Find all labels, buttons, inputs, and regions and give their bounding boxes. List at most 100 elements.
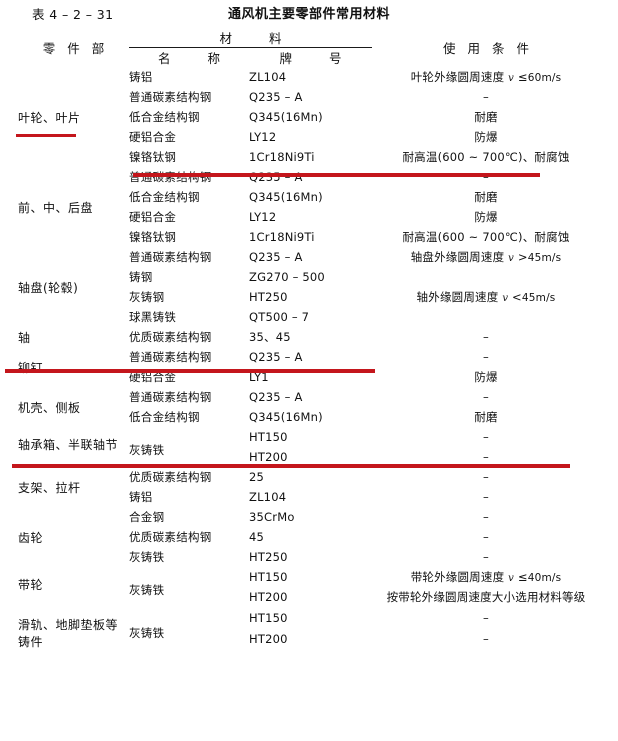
cell-material-name: 球黑铸铁 bbox=[129, 310, 177, 324]
cell-brand: 35、45 bbox=[249, 330, 291, 344]
table-row: 叶轮、叶片 铸铝 ZL104 叶轮外缘圆周速度 v ≤60m/s bbox=[18, 67, 600, 125]
header-row-1: 零 件 部 材 料 使 用 条 件 bbox=[18, 28, 600, 56]
cell-brand: QT500 – 7 bbox=[249, 310, 310, 324]
cell-brand: HT200 bbox=[249, 450, 288, 464]
cell-material-name: 镍铬钛钢 bbox=[129, 150, 177, 164]
table-body: 叶轮、叶片 铸铝 ZL104 叶轮外缘圆周速度 v ≤60m/s 普通碳素结构钢 Q235… bbox=[18, 67, 600, 650]
cell-condition: – bbox=[483, 350, 489, 364]
cell-material-name: 镍铬钛钢 bbox=[129, 230, 177, 244]
cell-brand: Q235 – A bbox=[249, 250, 303, 264]
cell-material-name: 铸铝 bbox=[129, 490, 153, 504]
table-header: 零 件 部 材 料 使 用 条 件 名 称 牌 号 bbox=[18, 28, 600, 67]
cell-material-name: 硬铝合金 bbox=[129, 130, 177, 144]
cell-material-name: 普通碳素结构钢 bbox=[129, 250, 212, 264]
table-row: 普通碳素结构钢 Q235 – A – bbox=[18, 87, 600, 107]
cell-condition: – bbox=[483, 510, 489, 524]
table-row: 前、中、后盘 普通碳素结构钢 Q235 – A – bbox=[18, 167, 600, 215]
cell-brand: Q345(16Mn) bbox=[249, 110, 323, 124]
table-row: 低合金结构钢 Q345(16Mn) 耐磨 bbox=[18, 187, 600, 207]
cell-condition: – bbox=[483, 170, 489, 184]
cell-material-name: 灰铸铁 bbox=[129, 626, 165, 640]
materials-table-wrapper: 零 件 部 材 料 使 用 条 件 名 称 牌 号 叶轮、叶片 铸铝 ZL104 叶轮… bbox=[18, 28, 600, 650]
cell-brand: Q345(16Mn) bbox=[249, 410, 323, 424]
cell-brand: Q235 – A bbox=[249, 350, 303, 364]
cell-condition: 耐磨 bbox=[474, 110, 498, 124]
header-row-2: 名 称 牌 号 bbox=[18, 48, 600, 68]
cell-material-name: 低合金结构钢 bbox=[129, 410, 200, 424]
cell-condition: – bbox=[483, 390, 489, 404]
table-row: HT200 按带轮外缘圆周速度大小选用材料等级 bbox=[18, 587, 600, 607]
cell-brand: Q345(16Mn) bbox=[249, 190, 323, 204]
cell-brand: ZL104 bbox=[249, 490, 287, 504]
cell-material-name: 铸铝 bbox=[129, 70, 153, 84]
cell-brand: HT250 bbox=[249, 290, 288, 304]
cell-material-name: 优质碳素结构钢 bbox=[129, 330, 212, 344]
cell-condition: 轴外缘圆周速度 v <45m/s bbox=[416, 290, 556, 304]
table-row: 支架、拉杆 优质碳素结构钢 25 – bbox=[18, 467, 600, 495]
table-row: 球黑铸铁 QT500 – 7 bbox=[18, 307, 600, 327]
cell-condition: 轴盘外缘圆周速度 v >45m/s bbox=[410, 250, 562, 264]
cell-condition: – bbox=[483, 490, 489, 504]
cell-material-name: 灰铸铁 bbox=[129, 550, 165, 564]
cell-condition: – bbox=[483, 530, 489, 544]
table-row: 轴盘(轮毂) 普通碳素结构钢 Q235 – A 轴盘外缘圆周速度 v >45m/s bbox=[18, 247, 600, 295]
cell-material-name: 普通碳素结构钢 bbox=[129, 350, 212, 364]
cell-condition: 耐高温(600 ~ 700℃)、耐腐蚀 bbox=[402, 230, 570, 244]
cell-part: 轴盘(轮毂) bbox=[18, 280, 79, 295]
cell-part: 滑轨、地脚垫板等铸件 bbox=[18, 618, 119, 649]
cell-material-name: 灰铸钢 bbox=[129, 290, 165, 304]
cell-material-name: 铸钢 bbox=[129, 270, 153, 284]
cell-condition: – bbox=[483, 330, 489, 344]
cell-part: 铆钉 bbox=[18, 360, 44, 375]
cell-brand: HT250 bbox=[249, 550, 288, 564]
table-row: 铸铝 ZL104 – bbox=[18, 487, 600, 507]
cell-condition: 按带轮外缘圆周速度大小选用材料等级 bbox=[386, 590, 586, 604]
table-row: 硬铝合金 LY12 防爆 bbox=[18, 127, 600, 147]
table-number: 表 4 – 2 – 31 bbox=[32, 7, 114, 22]
table-row: 滑轨、地脚垫板等铸件 灰铸铁 HT150 – bbox=[18, 607, 600, 649]
header-condition: 使 用 条 件 bbox=[443, 41, 533, 56]
cell-condition: 耐磨 bbox=[474, 190, 498, 204]
table-row: 齿轮 合金钢 35CrMo – bbox=[18, 507, 600, 545]
cell-condition: – bbox=[483, 470, 489, 484]
cell-brand: Q235 – A bbox=[249, 390, 303, 404]
table-row: 铆钉 普通碳素结构钢 Q235 – A – bbox=[18, 347, 600, 375]
cell-material-name: 灰铸铁 bbox=[129, 583, 165, 597]
cell-material-name: 普通碳素结构钢 bbox=[129, 390, 212, 404]
cell-material-name: 优质碳素结构钢 bbox=[129, 470, 212, 484]
header-name: 名 称 bbox=[157, 51, 224, 66]
cell-part: 支架、拉杆 bbox=[18, 480, 81, 495]
cell-part: 轴承箱、半联轴节 bbox=[18, 438, 119, 452]
cell-part: 前、中、后盘 bbox=[18, 200, 94, 215]
table-row: HT200 – bbox=[18, 447, 600, 467]
cell-material-name: 普通碳素结构钢 bbox=[129, 90, 212, 104]
cell-brand: HT200 bbox=[249, 632, 288, 647]
table-row: 镍铬钛钢 1Cr18Ni9Ti 耐高温(600 ~ 700℃)、耐腐蚀 bbox=[18, 227, 600, 247]
cell-brand: HT150 bbox=[249, 430, 288, 444]
cell-brand: HT150 bbox=[249, 610, 288, 625]
table-row: 轴 优质碳素结构钢 35、45 – bbox=[18, 327, 600, 347]
cell-material-name: 低合金结构钢 bbox=[129, 110, 200, 124]
cell-condition: – bbox=[483, 430, 489, 444]
cell-brand: LY12 bbox=[249, 210, 277, 224]
cell-material-name: 硬铝合金 bbox=[129, 210, 177, 224]
table-row: 硬铝合金 LY1 防爆 bbox=[18, 367, 600, 387]
table-row: 灰铸钢 HT250 轴外缘圆周速度 v <45m/s bbox=[18, 287, 600, 307]
cell-part: 带轮 bbox=[18, 578, 44, 592]
cell-brand: HT200 bbox=[249, 590, 288, 604]
table-row: 灰铸铁 HT250 – bbox=[18, 547, 600, 567]
cell-brand: 45 bbox=[249, 530, 265, 544]
cell-brand: LY1 bbox=[249, 370, 269, 384]
cell-condition bbox=[372, 307, 600, 327]
cell-condition: 防爆 bbox=[474, 210, 498, 224]
materials-table: 零 件 部 材 料 使 用 条 件 名 称 牌 号 叶轮、叶片 铸铝 ZL104 叶轮… bbox=[18, 28, 600, 650]
table-row: HT200 – bbox=[18, 629, 600, 651]
cell-brand: 25 bbox=[249, 470, 265, 484]
cell-condition: – bbox=[483, 90, 489, 104]
table-row: 硬铝合金 LY12 防爆 bbox=[18, 207, 600, 227]
cell-condition: – bbox=[483, 450, 489, 464]
cell-condition: 耐高温(600 ~ 700℃)、耐腐蚀 bbox=[402, 150, 570, 164]
cell-condition: 防爆 bbox=[474, 130, 498, 144]
header-material-group: 材 料 bbox=[129, 28, 373, 48]
cell-material-name: 优质碳素结构钢 bbox=[129, 530, 212, 544]
